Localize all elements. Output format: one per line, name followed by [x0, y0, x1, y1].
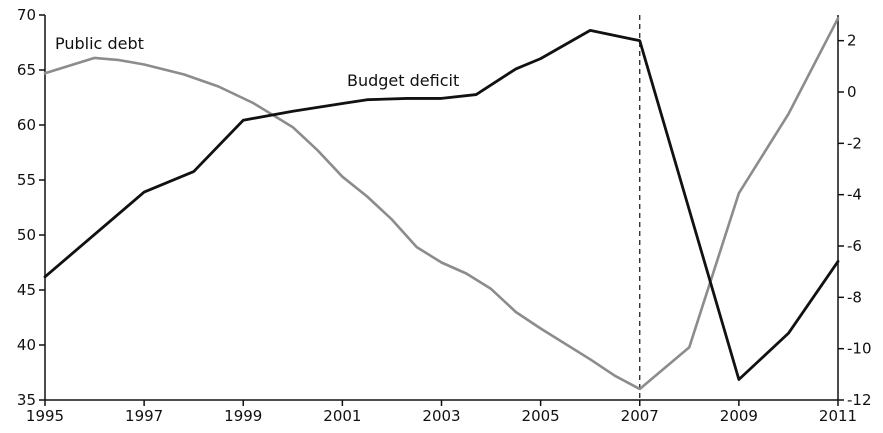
right-y-tick-label: 0: [847, 83, 857, 101]
left-y-tick-label: 60: [17, 116, 36, 134]
left-y-tick-label: 55: [17, 171, 36, 189]
left-y-tick-label: 35: [17, 391, 36, 409]
x-tick-label: 2007: [621, 407, 659, 425]
axes: 1995 1997 1999 2001 2003 2005 2007 2009 2011 35 40…: [17, 6, 872, 425]
right-y-tick-label: -2: [847, 134, 862, 152]
x-tick-label: 2001: [323, 407, 361, 425]
right-y-tick-label: -4: [847, 186, 862, 204]
right-y-tick-label: -12: [847, 391, 872, 409]
left-y-tick-label: 50: [17, 226, 36, 244]
series-layer: [43, 15, 840, 400]
left-y-tick-label: 70: [17, 6, 36, 24]
right-y-tick-label: -8: [847, 288, 862, 306]
annotation-public-debt: Public debt: [55, 34, 144, 53]
x-tick-label: 2011: [819, 407, 857, 425]
labels-layer: Public debt Budget deficit: [55, 34, 459, 90]
left-y-tick-label: 65: [17, 61, 36, 79]
series-line-budget-deficit: [43, 29, 840, 381]
annotation-budget-deficit: Budget deficit: [347, 71, 459, 90]
x-tick-label: 2005: [522, 407, 560, 425]
left-y-tick-label: 40: [17, 336, 36, 354]
right-y-tick-label: -10: [847, 340, 872, 358]
x-tick-label: 2003: [422, 407, 460, 425]
series-line-public-debt: [43, 17, 840, 391]
x-tick-label: 1999: [224, 407, 262, 425]
left-y-tick-label: 45: [17, 281, 36, 299]
x-tick-label: 1997: [125, 407, 163, 425]
right-y-tick-label: -6: [847, 237, 862, 255]
x-tick-label: 2009: [720, 407, 758, 425]
x-tick-label: 1995: [26, 407, 64, 425]
right-y-tick-label: 2: [847, 32, 857, 50]
